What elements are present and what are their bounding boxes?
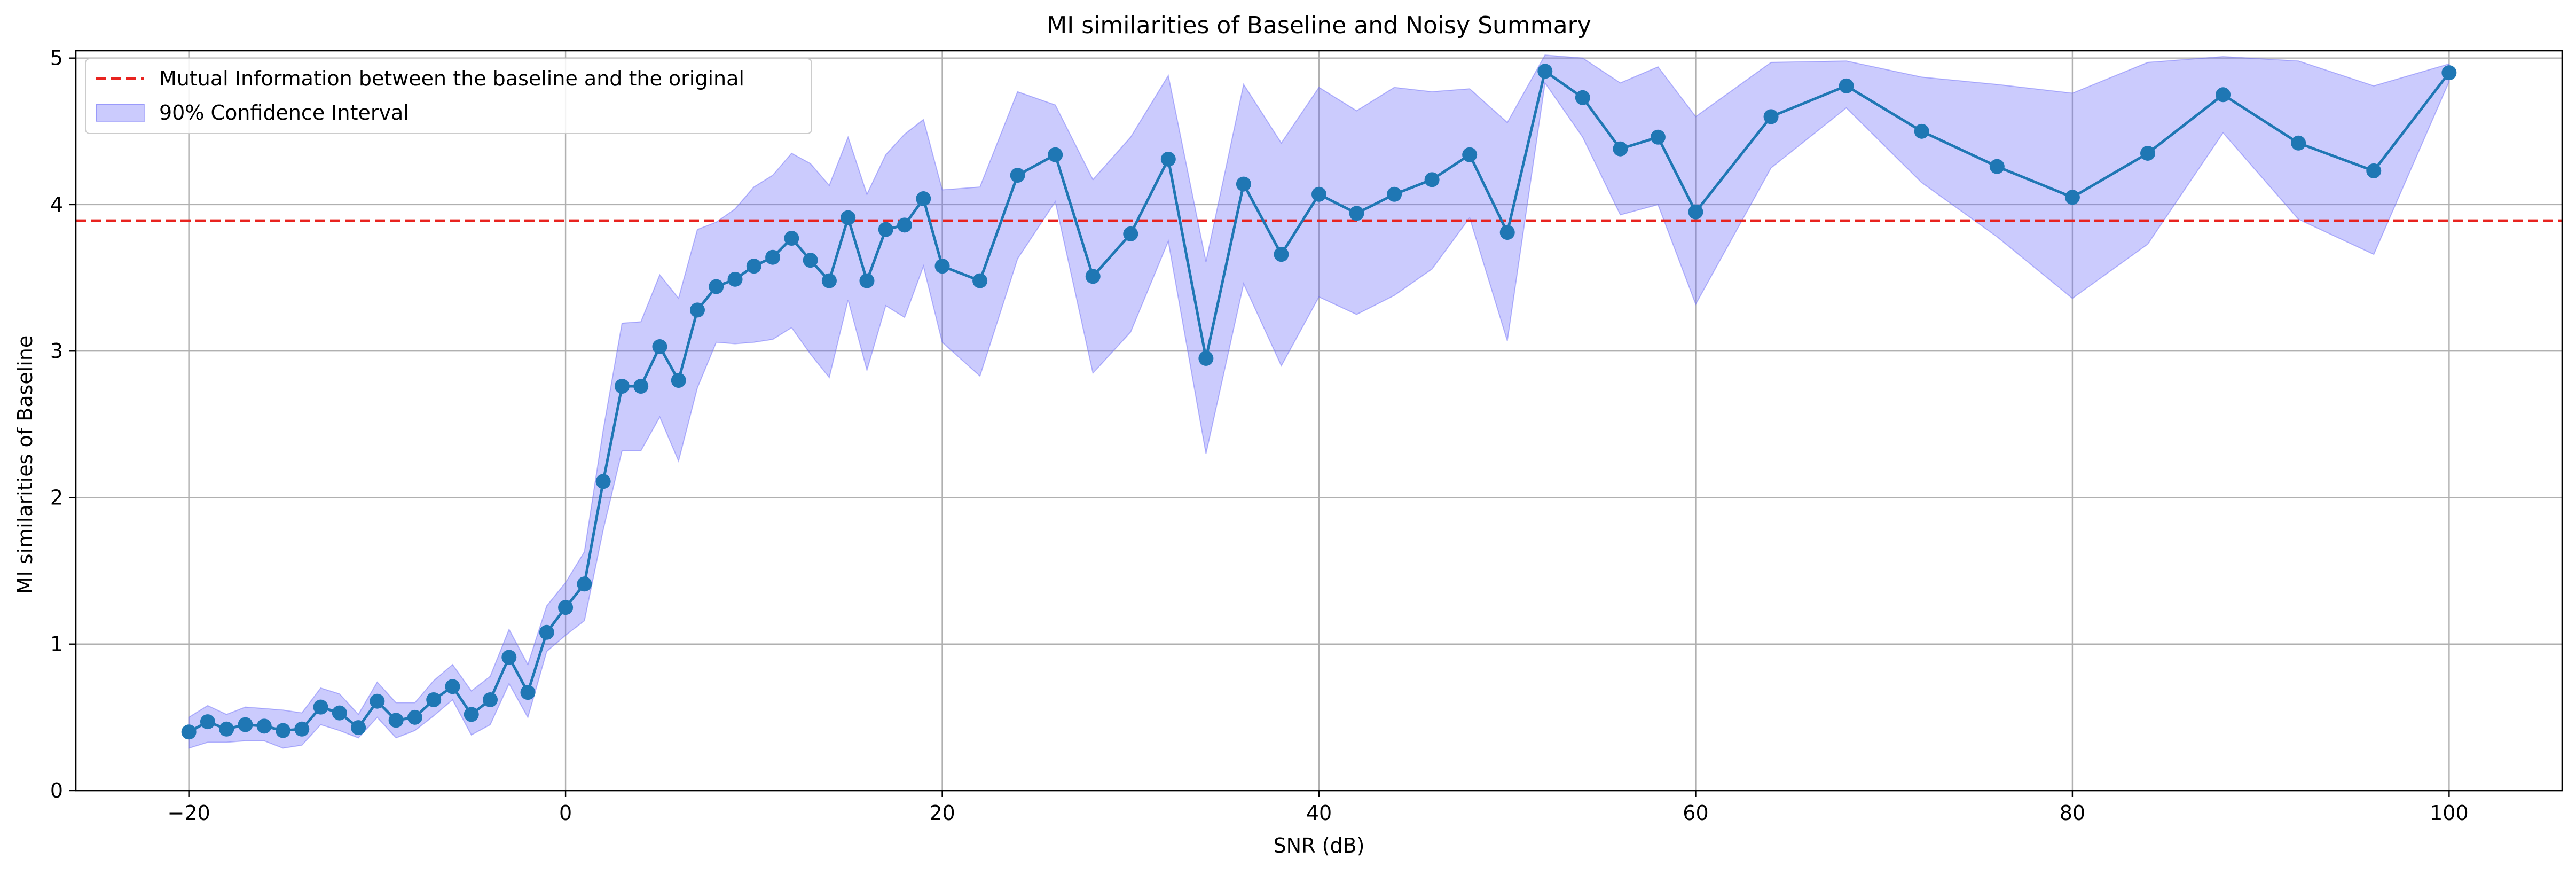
- legend-swatch-confidence-interval: [96, 104, 145, 122]
- y-tick-label: 1: [50, 632, 63, 656]
- data-point: [464, 707, 479, 722]
- confidence-band-layer: [188, 54, 2450, 749]
- y-tick-label: 4: [50, 193, 63, 216]
- data-point: [2441, 65, 2457, 81]
- legend: Mutual Information between the baseline …: [85, 58, 812, 134]
- data-point: [1989, 159, 2005, 174]
- data-point: [445, 679, 460, 694]
- data-point: [1349, 206, 1364, 221]
- data-point: [407, 709, 422, 725]
- data-point: [671, 373, 686, 388]
- x-tick-label: 80: [2060, 801, 2085, 825]
- data-point: [2366, 163, 2382, 178]
- data-point: [558, 600, 574, 615]
- legend-label-reference-line: Mutual Information between the baseline …: [159, 67, 744, 90]
- data-point: [652, 339, 667, 354]
- data-point: [934, 259, 950, 274]
- data-point: [821, 273, 837, 288]
- chart-title: MI similarities of Baseline and Noisy Su…: [1047, 12, 1591, 39]
- y-tick-label: 3: [50, 339, 63, 363]
- legend-box: [85, 58, 812, 134]
- data-point: [2140, 145, 2155, 161]
- data-point: [1688, 204, 1703, 220]
- data-point: [276, 723, 290, 738]
- data-point: [1198, 350, 1214, 366]
- data-point: [614, 379, 630, 394]
- data-point: [765, 249, 781, 265]
- data-point: [595, 474, 611, 489]
- data-point: [332, 705, 347, 721]
- data-point: [727, 271, 743, 287]
- data-point: [520, 685, 536, 700]
- data-point: [238, 717, 253, 732]
- x-tick-label: 0: [559, 801, 572, 825]
- data-point: [841, 210, 856, 225]
- data-point: [878, 222, 893, 237]
- data-point: [1537, 64, 1553, 79]
- data-point: [633, 379, 649, 394]
- data-point: [897, 217, 912, 233]
- data-point: [1085, 269, 1101, 284]
- confidence-band: [188, 54, 2450, 749]
- data-point: [1763, 109, 1779, 124]
- data-point: [1387, 186, 1402, 202]
- data-point: [784, 231, 799, 246]
- x-axis-label: SNR (dB): [1274, 834, 1365, 857]
- data-point: [1575, 90, 1590, 105]
- data-point: [1160, 151, 1176, 167]
- data-point: [256, 718, 272, 734]
- data-point: [370, 693, 385, 709]
- data-point: [1914, 123, 1929, 139]
- data-point: [1236, 176, 1251, 192]
- data-point: [181, 724, 197, 740]
- x-tick-label: −20: [168, 801, 210, 825]
- x-tick-label: 100: [2430, 801, 2469, 825]
- markers-layer: [181, 64, 2457, 740]
- axis-ticks: −20 0 20 40 60 80 100 0 1 2 3 4 5: [50, 46, 2469, 825]
- data-point: [803, 253, 818, 268]
- data-point: [501, 650, 517, 665]
- data-point: [1010, 168, 1025, 183]
- y-tick-label: 0: [50, 779, 63, 802]
- data-point: [294, 721, 310, 737]
- legend-label-confidence-interval: 90% Confidence Interval: [159, 101, 409, 124]
- data-point: [1650, 129, 1666, 145]
- x-tick-label: 60: [1683, 801, 1708, 825]
- data-point: [746, 259, 761, 274]
- data-point: [1613, 141, 1628, 157]
- y-axis-label: MI similarities of Baseline: [13, 335, 37, 595]
- data-point: [577, 576, 592, 592]
- data-point: [1462, 147, 1478, 162]
- data-point: [539, 624, 554, 640]
- data-point: [483, 692, 498, 707]
- data-point: [219, 721, 234, 737]
- data-point: [690, 302, 705, 318]
- data-point: [916, 191, 931, 206]
- y-tick-label: 2: [50, 486, 63, 509]
- data-point: [709, 279, 724, 294]
- y-tick-label: 5: [50, 46, 63, 70]
- data-point: [426, 692, 442, 707]
- data-point: [2291, 135, 2306, 151]
- data-point: [1839, 78, 1854, 93]
- data-point: [1123, 226, 1138, 241]
- data-point: [1424, 172, 1440, 188]
- data-point: [1274, 247, 1289, 262]
- data-point: [351, 720, 366, 736]
- data-point: [313, 699, 328, 715]
- data-point: [859, 273, 875, 288]
- x-tick-label: 40: [1306, 801, 1332, 825]
- data-point: [1499, 225, 1515, 240]
- data-point: [2216, 87, 2231, 103]
- data-point: [1048, 147, 1063, 162]
- data-point: [2064, 190, 2080, 205]
- data-point: [200, 714, 215, 730]
- x-tick-label: 20: [929, 801, 955, 825]
- data-point: [972, 273, 988, 288]
- data-point: [1311, 186, 1326, 202]
- data-point: [388, 713, 404, 728]
